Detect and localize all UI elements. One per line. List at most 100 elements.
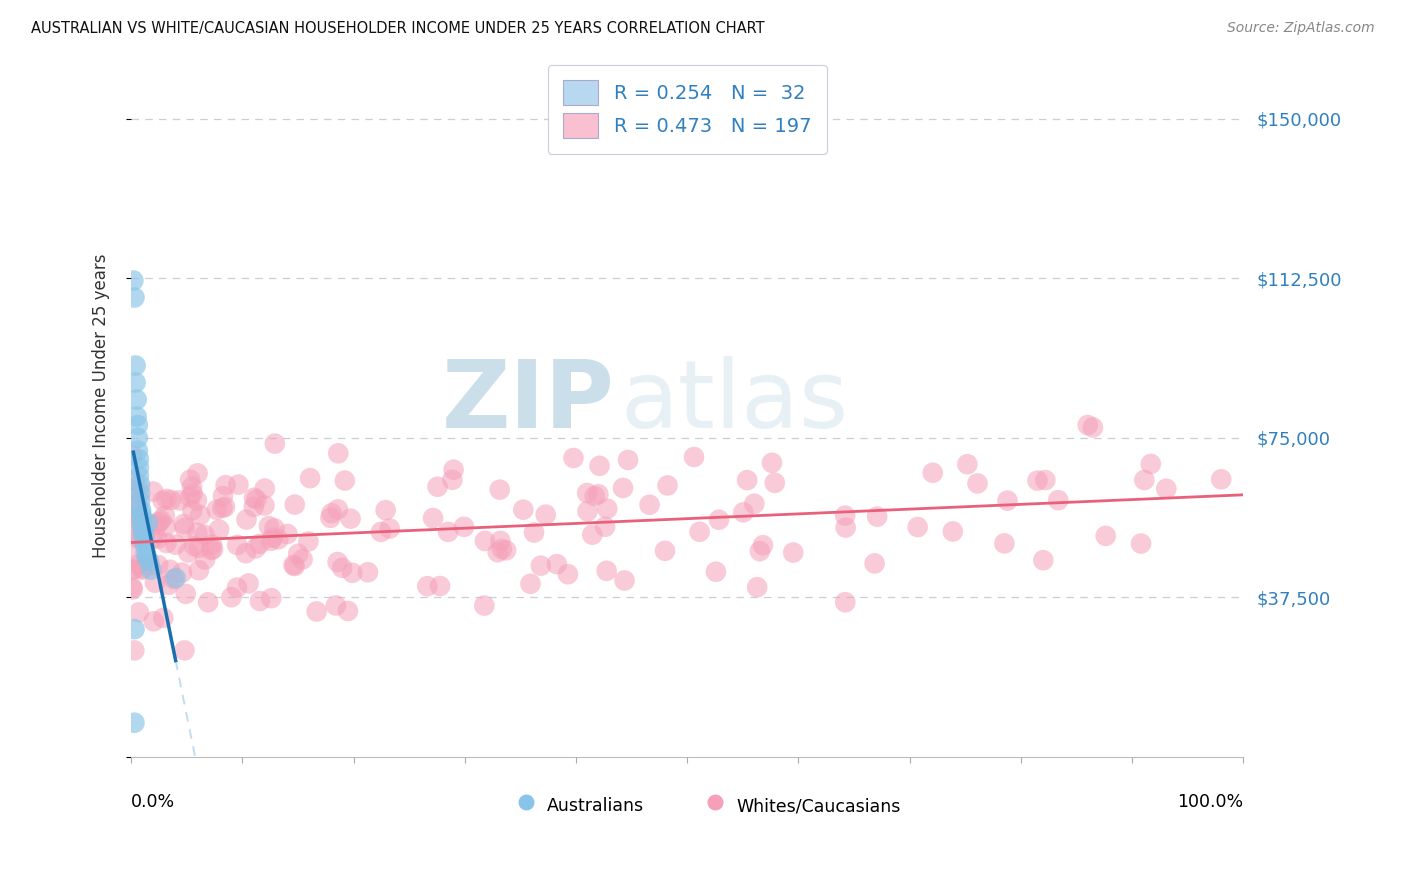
Point [124,643,146,657]
Point [131,516,153,530]
Point [249,537,271,551]
Point [515,749,537,764]
Point [1130,536,1153,550]
Point [866,509,889,524]
Point [834,595,856,609]
Point [129,516,152,530]
Point [160,493,183,508]
Point [339,511,361,525]
Point [141,563,163,577]
Point [186,525,208,540]
Point [1033,473,1056,487]
Point [284,498,307,512]
Point [205,502,228,516]
Point [374,503,396,517]
Point [321,506,343,520]
Text: 0.0%: 0.0% [131,793,176,811]
Point [534,508,557,522]
Point [1133,473,1156,487]
Text: Whites/Caucasians: Whites/Caucasians [737,797,900,815]
Point [742,497,765,511]
Point [129,503,152,517]
Point [197,595,219,609]
Point [155,536,177,550]
Point [211,500,233,515]
Point [703,749,725,764]
Point [245,541,267,556]
Point [132,528,155,542]
Point [135,546,157,560]
Point [125,498,148,512]
Point [441,473,464,487]
Point [148,558,170,573]
Point [284,559,307,574]
Point [546,557,568,571]
Point [761,456,783,470]
Point [128,460,150,475]
Point [129,494,152,508]
Point [1026,474,1049,488]
Point [131,520,153,534]
Point [519,576,541,591]
Point [562,450,585,465]
Point [1047,493,1070,508]
Point [228,477,250,491]
Point [243,491,266,505]
Point [238,576,260,591]
Point [907,520,929,534]
Point [276,527,298,541]
Point [704,565,727,579]
Point [124,376,146,390]
Point [707,513,730,527]
Point [128,531,150,545]
Point [378,522,401,536]
Point [689,524,711,539]
Point [121,581,143,595]
Point [576,486,599,500]
Point [173,521,195,535]
Point [131,563,153,577]
Point [181,486,204,500]
Point [283,558,305,572]
Point [187,467,209,481]
Point [319,511,342,525]
Point [200,543,222,558]
Point [299,471,322,485]
Point [530,558,553,573]
Point [235,546,257,560]
Point [263,436,285,450]
Point [159,563,181,577]
Point [305,605,328,619]
Point [267,533,290,547]
Point [173,516,195,531]
Point [134,537,156,551]
Point [245,492,267,507]
Point [997,493,1019,508]
Point [260,533,283,548]
Point [593,519,616,533]
Point [588,487,610,501]
Point [942,524,965,539]
Y-axis label: Householder Income Under 25 years: Householder Income Under 25 years [93,253,110,558]
Point [121,563,143,577]
Point [966,476,988,491]
Point [201,538,224,552]
Point [125,531,148,545]
Point [416,579,439,593]
Point [129,477,152,491]
Point [834,508,856,523]
Point [260,591,283,606]
Point [181,503,204,517]
Point [956,457,979,471]
Point [124,622,146,636]
Point [138,554,160,568]
Point [128,469,150,483]
Point [1156,482,1178,496]
Point [122,483,145,498]
Point [122,512,145,526]
Point [208,523,231,537]
Point [136,516,159,530]
Text: AUSTRALIAN VS WHITE/CAUCASIAN HOUSEHOLDER INCOME UNDER 25 YEARS CORRELATION CHAR: AUSTRALIAN VS WHITE/CAUCASIAN HOUSEHOLDE… [31,21,765,37]
Point [1211,472,1233,486]
Text: atlas: atlas [620,357,849,449]
